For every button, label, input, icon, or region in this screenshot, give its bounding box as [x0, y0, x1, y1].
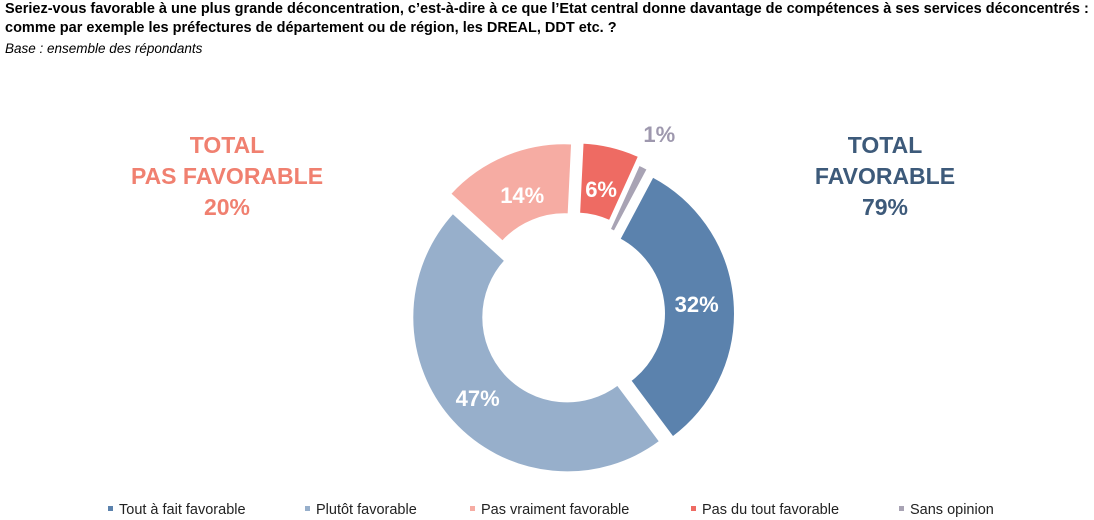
legend-swatch [899, 505, 904, 511]
legend-label: Tout à fait favorable [119, 502, 246, 518]
donut-slice-sans-opinion [608, 163, 650, 234]
total-pas-favorable-line1: TOTAL [189, 132, 265, 158]
donut-label-pas-du-tout-favorable: 6% [585, 177, 617, 202]
legend-item-sans-opinion: Sans opinion [899, 502, 994, 518]
total-pas-favorable-value: 20% [203, 194, 251, 220]
legend-item-pas-vraiment-favorable: Pas vraiment favorable [470, 502, 629, 518]
total-favorable-line1: TOTAL [847, 132, 923, 158]
total-favorable-value: 79% [861, 194, 909, 220]
legend-item-pas-du-tout-favorable: Pas du tout favorable [691, 502, 839, 518]
legend-item-plutot-favorable: Plutôt favorable [305, 502, 417, 518]
donut-label-tout-a-fait-favorable: 32% [675, 292, 719, 317]
legend-label: Sans opinion [910, 502, 994, 518]
donut-slice-pas-vraiment-favorable [448, 142, 574, 244]
legend-label: Pas du tout favorable [702, 502, 840, 518]
legend-swatch [691, 505, 696, 511]
donut-label-pas-vraiment-favorable: 14% [500, 183, 544, 208]
donut-slice-pas-du-tout-favorable [578, 141, 641, 223]
donut-slice-plutot-favorable [411, 211, 662, 474]
base-note: Base : ensemble des répondants [5, 41, 203, 56]
chart-legend: Tout à fait favorable Plutôt favorable Pas… [0, 502, 1094, 520]
donut-label-plutot-favorable: 47% [456, 386, 500, 411]
total-favorable-line2: FAVORABLE [814, 163, 956, 189]
legend-swatch [470, 505, 475, 511]
total-favorable: TOTAL FAVORABLE 79% [760, 130, 1010, 223]
donut-slice-tout-a-fait-favorable [618, 175, 736, 439]
question-text: Seriez-vous favorable à une plus grande … [5, 1, 1089, 36]
legend-item-tout-a-fait-favorable: Tout à fait favorable [108, 502, 246, 518]
legend-label: Plutôt favorable [316, 502, 417, 518]
total-pas-favorable: TOTAL PAS FAVORABLE 20% [92, 130, 362, 223]
legend-swatch [305, 505, 310, 511]
donut-label-sans-opinion: 1% [643, 122, 675, 147]
legend-label: Pas vraiment favorable [481, 502, 630, 518]
total-pas-favorable-line2: PAS FAVORABLE [130, 163, 324, 189]
donut-chart: 32% 47% 14% 6% 1% [411, 122, 736, 474]
legend-swatch [108, 505, 113, 511]
